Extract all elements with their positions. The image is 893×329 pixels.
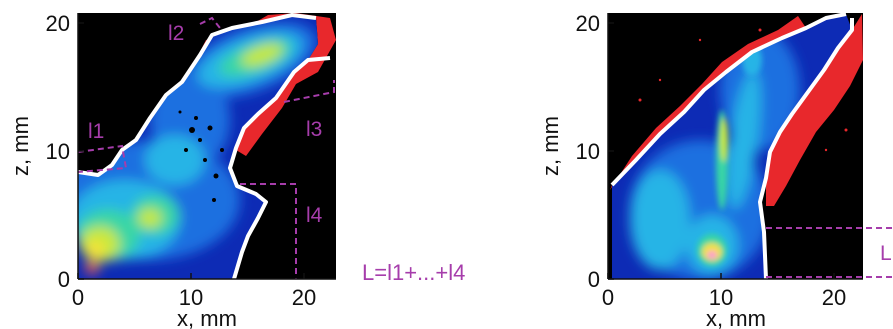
left-lower-boundary: [228, 56, 331, 279]
length-sum-annotation: L=l1+...+l4: [362, 260, 465, 285]
left-panel: l1 l2 l3 l4 0 10 20 0 10 20 x, mm z, mm …: [8, 11, 465, 329]
left-ytick-10: 10: [46, 139, 70, 164]
left-xtick-10: 10: [179, 285, 203, 310]
left-ticks: [77, 22, 305, 280]
region-box-l3: [283, 80, 335, 103]
right-xtick-20: 20: [822, 285, 846, 310]
region-box-l2: [199, 16, 221, 29]
right-panel: L 0 10 20 0 10 20 x, mm z, mm: [538, 11, 893, 329]
right-upper-boundary: [610, 13, 847, 187]
right-xtick-0: 0: [602, 285, 614, 310]
right-ytick-10: 10: [576, 139, 600, 164]
left-plot-area: [78, 13, 336, 279]
left-ytick-0: 0: [58, 267, 70, 292]
left-xtick-20: 20: [292, 285, 316, 310]
right-x-label: x, mm: [706, 306, 766, 329]
left-ytick-20: 20: [46, 11, 70, 36]
right-plot-area: [608, 13, 863, 279]
left-upper-boundary: [78, 13, 317, 177]
region-label-l3: l3: [306, 118, 322, 141]
right-red-overlay-upper: [610, 16, 806, 190]
region-box-l4: [240, 183, 297, 279]
left-xtick-0: 0: [72, 285, 84, 310]
right-ticks: [607, 22, 835, 280]
left-region-boxes: [78, 16, 335, 279]
right-ytick-0: 0: [588, 267, 600, 292]
right-lower-boundary: [758, 18, 854, 279]
right-xtick-10: 10: [709, 285, 733, 310]
left-y-label: z, mm: [8, 116, 33, 176]
left-x-label: x, mm: [177, 306, 237, 329]
region-box-l1: [78, 144, 128, 173]
region-label-L: L: [880, 242, 892, 265]
region-label-l2: l2: [168, 22, 184, 45]
right-y-label: z, mm: [538, 116, 563, 176]
region-box-L: [766, 227, 893, 278]
right-ytick-20: 20: [576, 11, 600, 36]
region-label-l1: l1: [88, 120, 104, 143]
right-red-overlay-lower: [766, 14, 863, 206]
region-label-l4: l4: [306, 204, 323, 227]
right-red-speckles: [638, 28, 848, 152]
